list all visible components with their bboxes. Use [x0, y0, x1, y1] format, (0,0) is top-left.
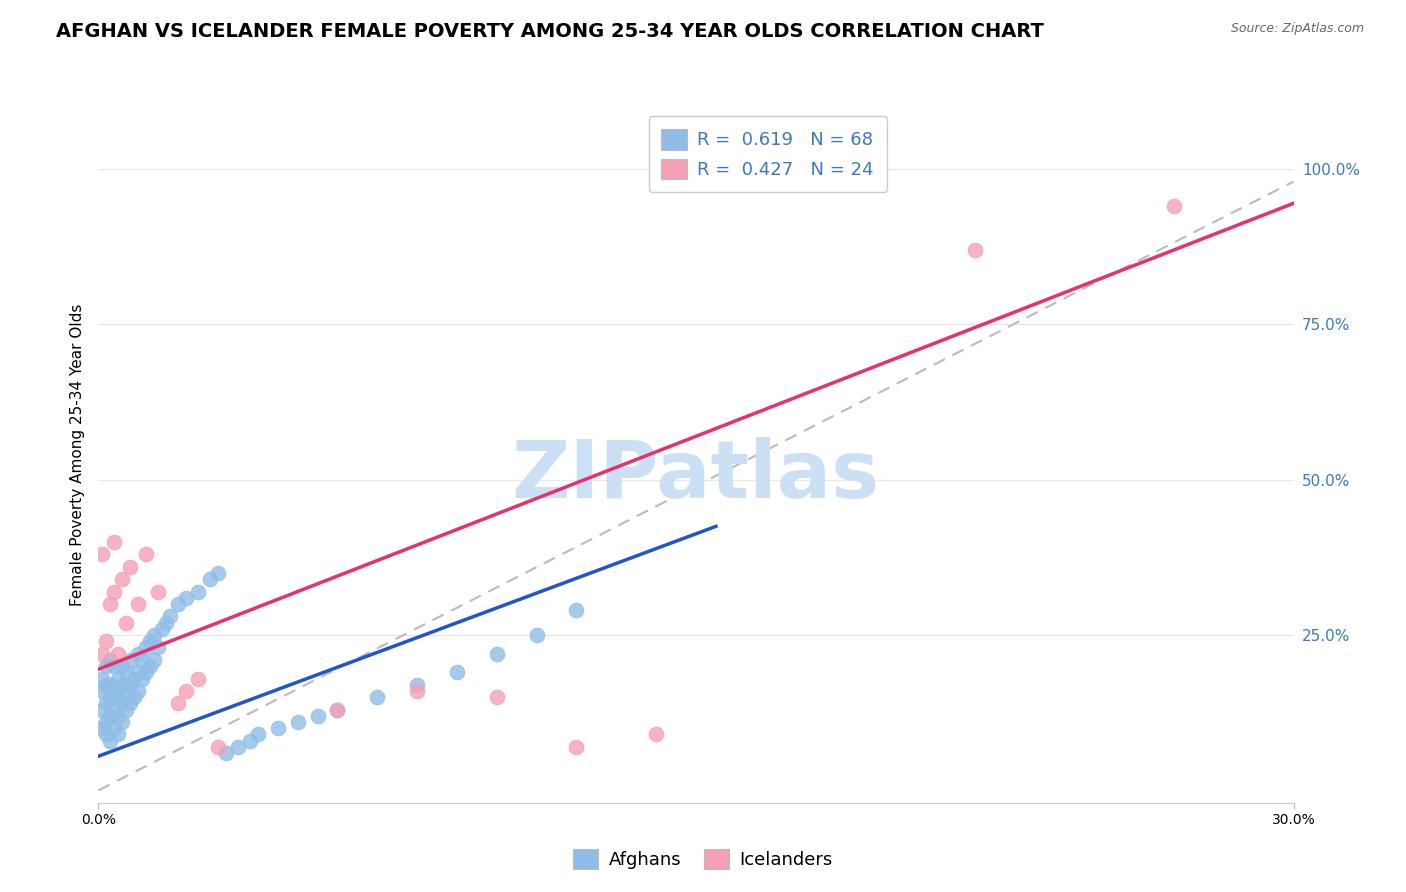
Point	[127, 665, 149, 680]
Point	[526, 628, 548, 642]
Point	[143, 628, 166, 642]
Point	[96, 659, 118, 673]
Point	[100, 678, 122, 692]
Point	[127, 647, 149, 661]
Point	[139, 659, 162, 673]
Point	[103, 534, 125, 549]
Point	[91, 672, 114, 686]
Legend: Afghans, Icelanders: Afghans, Icelanders	[564, 839, 842, 879]
Point	[107, 672, 129, 686]
Point	[91, 721, 114, 735]
Point	[111, 678, 134, 692]
Text: ZIPatlas: ZIPatlas	[512, 437, 880, 515]
Point	[96, 727, 118, 741]
Point	[107, 708, 129, 723]
Point	[366, 690, 388, 705]
Point	[96, 634, 118, 648]
Point	[187, 672, 209, 686]
Point	[135, 640, 157, 655]
Point	[127, 597, 149, 611]
Point	[246, 727, 269, 741]
Point	[326, 703, 349, 717]
Point	[645, 727, 668, 741]
Point	[287, 714, 309, 729]
Point	[148, 584, 170, 599]
Point	[174, 684, 197, 698]
Point	[111, 659, 134, 673]
Point	[115, 615, 138, 630]
Point	[100, 653, 122, 667]
Point	[406, 678, 429, 692]
Point	[167, 597, 190, 611]
Point	[1163, 199, 1185, 213]
Point	[115, 703, 138, 717]
Point	[135, 665, 157, 680]
Point	[159, 609, 181, 624]
Point	[103, 584, 125, 599]
Point	[485, 690, 508, 705]
Point	[103, 684, 125, 698]
Point	[198, 572, 221, 586]
Point	[131, 672, 153, 686]
Point	[167, 697, 190, 711]
Point	[139, 634, 162, 648]
Point	[115, 665, 138, 680]
Point	[135, 547, 157, 561]
Point	[148, 640, 170, 655]
Point	[100, 733, 122, 747]
Point	[107, 727, 129, 741]
Point	[100, 708, 122, 723]
Point	[103, 659, 125, 673]
Point	[963, 243, 986, 257]
Point	[96, 678, 118, 692]
Point	[565, 603, 588, 617]
Point	[115, 684, 138, 698]
Point	[150, 622, 173, 636]
Point	[120, 697, 142, 711]
Point	[96, 714, 118, 729]
Point	[91, 547, 114, 561]
Point	[215, 746, 238, 760]
Point	[103, 721, 125, 735]
Point	[207, 566, 229, 580]
Point	[124, 690, 146, 705]
Point	[131, 653, 153, 667]
Point	[91, 703, 114, 717]
Point	[485, 647, 508, 661]
Point	[100, 690, 122, 705]
Point	[120, 653, 142, 667]
Point	[406, 684, 429, 698]
Point	[96, 697, 118, 711]
Point	[107, 647, 129, 661]
Legend: R =  0.619   N = 68, R =  0.427   N = 24: R = 0.619 N = 68, R = 0.427 N = 24	[648, 116, 887, 192]
Point	[120, 678, 142, 692]
Point	[91, 684, 114, 698]
Point	[111, 697, 134, 711]
Point	[127, 684, 149, 698]
Point	[124, 672, 146, 686]
Point	[91, 647, 114, 661]
Point	[187, 584, 209, 599]
Point	[307, 708, 329, 723]
Point	[143, 653, 166, 667]
Y-axis label: Female Poverty Among 25-34 Year Olds: Female Poverty Among 25-34 Year Olds	[69, 304, 84, 606]
Text: AFGHAN VS ICELANDER FEMALE POVERTY AMONG 25-34 YEAR OLDS CORRELATION CHART: AFGHAN VS ICELANDER FEMALE POVERTY AMONG…	[56, 22, 1045, 41]
Point	[267, 721, 290, 735]
Point	[565, 739, 588, 754]
Point	[100, 597, 122, 611]
Point	[226, 739, 249, 754]
Point	[103, 703, 125, 717]
Point	[120, 559, 142, 574]
Point	[174, 591, 197, 605]
Text: Source: ZipAtlas.com: Source: ZipAtlas.com	[1230, 22, 1364, 36]
Point	[207, 739, 229, 754]
Point	[155, 615, 177, 630]
Point	[111, 714, 134, 729]
Point	[239, 733, 262, 747]
Point	[111, 572, 134, 586]
Point	[326, 703, 349, 717]
Point	[446, 665, 468, 680]
Point	[107, 690, 129, 705]
